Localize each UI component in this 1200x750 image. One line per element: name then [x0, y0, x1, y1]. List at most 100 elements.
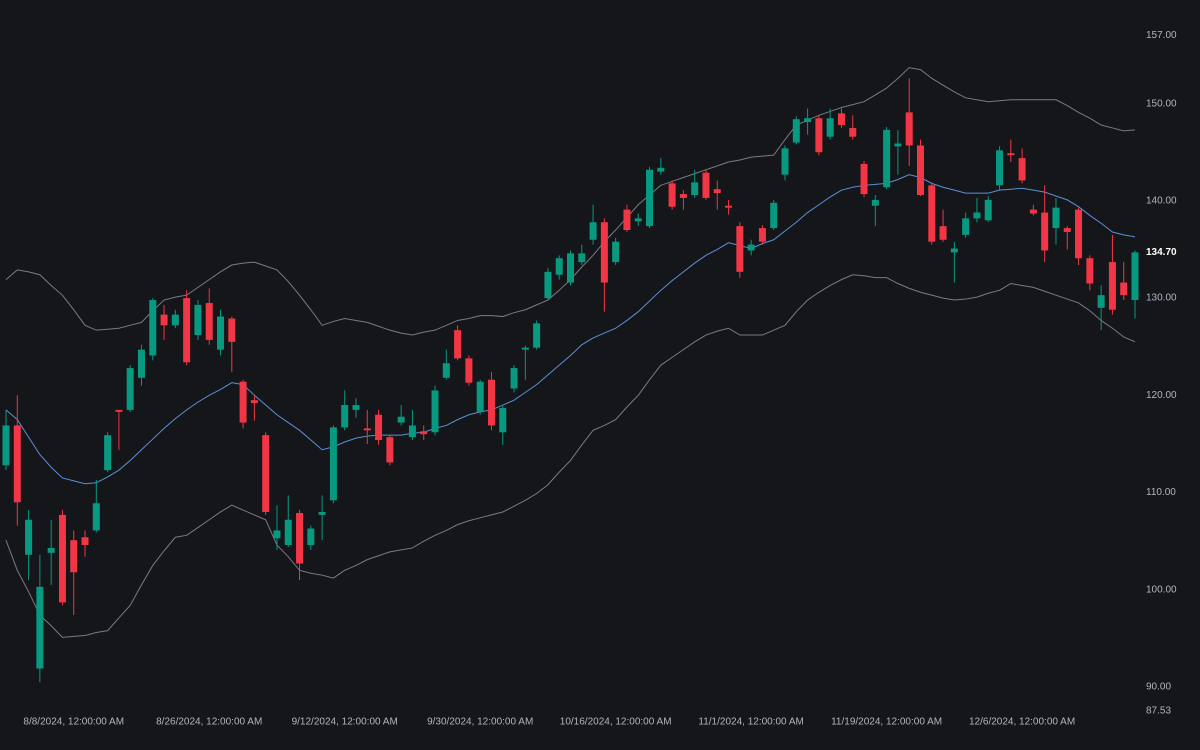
- candle-body: [499, 407, 507, 433]
- candle-body: [386, 437, 394, 463]
- candle-body: [137, 349, 145, 378]
- candle-body: [81, 537, 89, 546]
- x-tick-label: 8/26/2024, 12:00:00 AM: [156, 717, 262, 728]
- candle-body: [149, 300, 157, 356]
- candle-body: [408, 425, 416, 438]
- candle-body: [1018, 158, 1026, 181]
- candle-body: [973, 212, 981, 219]
- candle-body: [13, 425, 21, 503]
- candle-body: [104, 435, 112, 471]
- candle-body: [1063, 228, 1071, 232]
- candle-body: [781, 148, 789, 175]
- candle-body: [58, 514, 66, 603]
- candle-body: [544, 271, 552, 299]
- candle-body: [646, 169, 654, 227]
- candle-body: [567, 253, 574, 283]
- candle-body: [487, 379, 495, 426]
- candle-body: [668, 183, 676, 207]
- candle-body: [217, 316, 225, 350]
- candle-body: [894, 143, 902, 147]
- candle-body: [2, 425, 10, 466]
- candle-body: [1108, 262, 1116, 310]
- candle-body: [205, 302, 213, 340]
- candle-body: [318, 511, 326, 515]
- candle-body: [871, 199, 879, 206]
- y-tick-label: 130.00: [1146, 293, 1177, 304]
- candle-body: [126, 368, 134, 410]
- candle-body: [1131, 252, 1139, 301]
- candle-body: [804, 118, 812, 123]
- y-tick-label: 87.53: [1146, 706, 1171, 717]
- candle-body: [533, 323, 541, 348]
- candle-body: [36, 586, 44, 669]
- candle-body: [916, 145, 924, 196]
- candle-body: [589, 222, 597, 240]
- candle-body: [397, 416, 405, 423]
- candle-body: [239, 381, 247, 423]
- candle-body: [341, 405, 349, 428]
- x-tick-label: 9/30/2024, 12:00:00 AM: [427, 717, 533, 728]
- candle-body: [228, 318, 236, 342]
- candle-body: [1086, 258, 1094, 284]
- candle-body: [329, 427, 337, 501]
- candle-body: [1120, 282, 1128, 296]
- band-line: [5, 274, 1136, 638]
- candle-body: [307, 528, 315, 546]
- candle-body: [160, 314, 168, 326]
- x-tick-label: 12/6/2024, 12:00:00 AM: [969, 717, 1075, 728]
- candle-body: [962, 218, 970, 235]
- candle-body: [612, 241, 620, 263]
- candle-body: [679, 194, 687, 198]
- y-tick-label: 110.00: [1146, 487, 1176, 498]
- candle-body: [905, 112, 913, 146]
- x-tick-label: 8/8/2024, 12:00:00 AM: [23, 717, 124, 728]
- candle-body: [600, 222, 608, 283]
- candle-body: [363, 428, 371, 431]
- candle-body: [171, 314, 179, 326]
- y-tick-label: 100.00: [1146, 584, 1177, 595]
- candle-body: [1075, 209, 1083, 259]
- candle-body: [950, 248, 958, 253]
- candle-body: [476, 381, 484, 412]
- candle-body: [296, 512, 304, 564]
- candle-body: [928, 185, 936, 242]
- candle-body: [691, 182, 699, 196]
- y-tick-label: 157.00: [1146, 30, 1177, 41]
- candle-body: [273, 530, 281, 539]
- candle-body: [792, 119, 800, 143]
- candle-body: [634, 218, 642, 222]
- candle-body: [1052, 207, 1060, 229]
- candle-body: [510, 368, 518, 389]
- candle-body: [262, 435, 270, 512]
- band-line: [5, 174, 1136, 485]
- candle-body: [826, 118, 834, 137]
- candle-body: [431, 390, 439, 433]
- x-tick-label: 11/19/2024, 12:00:00 AM: [831, 717, 942, 728]
- candle-body: [442, 363, 450, 378]
- candle-body: [465, 358, 473, 383]
- candle-body: [770, 202, 778, 229]
- candle-body: [454, 330, 462, 359]
- y-tick-label: 120.00: [1146, 390, 1177, 401]
- candle-body: [555, 258, 563, 275]
- candle-body: [657, 167, 665, 172]
- candle-body: [725, 205, 733, 208]
- candle-body: [736, 226, 744, 272]
- candle-body: [849, 127, 857, 137]
- candle-body: [25, 519, 33, 555]
- last-price-label: 134.70: [1146, 247, 1177, 258]
- candle-body: [815, 118, 823, 153]
- candle-body: [837, 113, 845, 126]
- y-tick-label: 90.00: [1146, 682, 1171, 693]
- candle-body: [1041, 212, 1049, 251]
- candle-body: [47, 547, 55, 553]
- x-tick-label: 11/1/2024, 12:00:00 AM: [698, 717, 803, 728]
- y-tick-label: 150.00: [1146, 98, 1177, 109]
- candle-body: [352, 405, 360, 410]
- candle-body: [747, 244, 755, 251]
- candle-body: [115, 409, 123, 412]
- candle-body: [92, 503, 100, 531]
- candle-body: [521, 347, 529, 350]
- candle-body: [1029, 209, 1037, 214]
